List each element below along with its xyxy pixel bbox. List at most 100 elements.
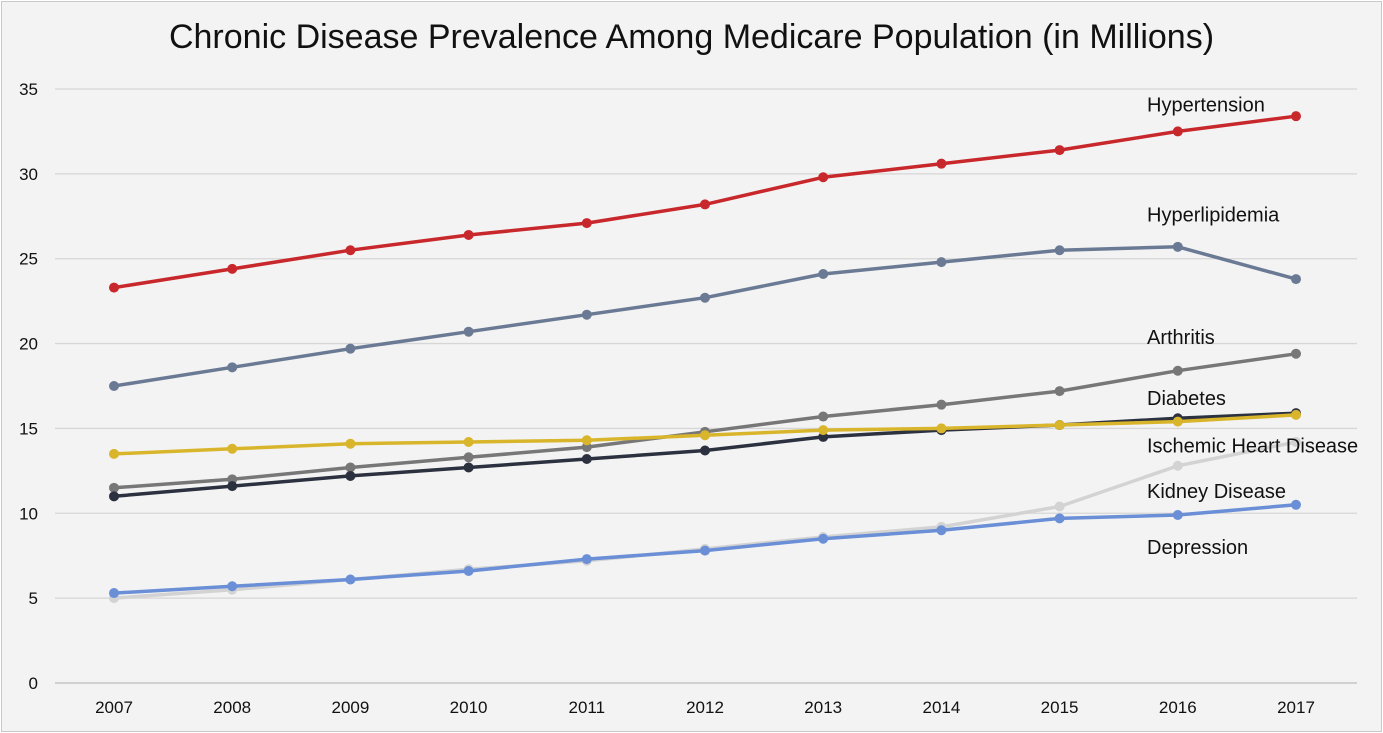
series-label-diabetes: Diabetes bbox=[1147, 388, 1226, 410]
data-point-hypertension-2015 bbox=[1054, 145, 1065, 156]
data-point-hyperlipidemia-2014 bbox=[936, 257, 947, 268]
series-labels: Hypertension Hyperlipidemia Arthritis Diabe… bbox=[1147, 94, 1358, 559]
data-point-depression-2009 bbox=[345, 574, 356, 585]
x-tick-label-2016: 2016 bbox=[1159, 698, 1197, 717]
data-point-ischemic-heart-disease-2007 bbox=[109, 491, 119, 502]
data-point-ischemic-heart-disease-2009 bbox=[345, 470, 356, 481]
x-axis-ticks: 2007 2008 2009 2010 2011 2012 2013 2014 2015 2016… bbox=[95, 698, 1315, 717]
data-point-hypertension-2011 bbox=[581, 218, 592, 229]
data-point-hypertension-2014 bbox=[936, 158, 947, 169]
y-tick-label-10: 10 bbox=[19, 504, 38, 523]
data-point-hyperlipidemia-2013 bbox=[818, 268, 829, 279]
series-label-hyperlipidemia: Hyperlipidemia bbox=[1147, 205, 1280, 227]
data-point-diabetes-2014 bbox=[936, 423, 947, 434]
data-point-depression-2012 bbox=[700, 545, 710, 556]
series-line-kidney-disease bbox=[112, 440, 1298, 600]
y-axis-ticks: 0 5 10 15 20 25 30 35 bbox=[19, 80, 38, 693]
y-tick-label-20: 20 bbox=[19, 335, 38, 354]
x-tick-label-2011: 2011 bbox=[569, 698, 606, 717]
data-point-kidney-disease-2016 bbox=[1172, 460, 1183, 471]
data-point-diabetes-2010 bbox=[463, 437, 474, 448]
data-point-arthritis-2009 bbox=[345, 462, 356, 473]
data-point-hypertension-2010 bbox=[463, 229, 474, 240]
data-point-depression-2011 bbox=[581, 554, 592, 565]
data-point-ischemic-heart-disease-2012 bbox=[700, 445, 710, 456]
data-point-diabetes-2015 bbox=[1054, 420, 1065, 431]
x-tick-label-2015: 2015 bbox=[1041, 698, 1079, 717]
x-tick-label-2007: 2007 bbox=[95, 698, 133, 717]
data-point-ischemic-heart-disease-2010 bbox=[463, 462, 474, 473]
data-point-depression-2008 bbox=[227, 581, 238, 592]
x-tick-label-2017: 2017 bbox=[1277, 698, 1315, 717]
data-point-hyperlipidemia-2008 bbox=[227, 362, 238, 373]
data-point-hypertension-2013 bbox=[818, 172, 829, 183]
x-tick-label-2008: 2008 bbox=[213, 698, 251, 717]
data-point-hyperlipidemia-2012 bbox=[700, 292, 710, 303]
x-tick-label-2010: 2010 bbox=[450, 698, 488, 717]
data-point-hypertension-2009 bbox=[345, 245, 356, 256]
data-point-depression-2014 bbox=[936, 525, 947, 536]
series-label-ischemic-heart-disease: Ischemic Heart Disease bbox=[1147, 435, 1358, 457]
y-tick-label-5: 5 bbox=[29, 589, 38, 608]
series-diabetes bbox=[109, 409, 1301, 459]
data-point-hyperlipidemia-2017 bbox=[1291, 274, 1301, 285]
data-point-arthritis-2010 bbox=[463, 452, 474, 463]
series-label-depression: Depression bbox=[1147, 537, 1248, 559]
data-point-arthritis-2017 bbox=[1291, 348, 1301, 359]
data-point-diabetes-2011 bbox=[581, 435, 592, 446]
data-point-hyperlipidemia-2016 bbox=[1172, 241, 1183, 252]
data-point-hypertension-2007 bbox=[109, 282, 119, 293]
y-tick-label-15: 15 bbox=[19, 419, 38, 438]
data-point-diabetes-2017 bbox=[1291, 409, 1301, 420]
data-point-hypertension-2017 bbox=[1291, 111, 1301, 122]
data-point-diabetes-2009 bbox=[345, 438, 356, 449]
data-point-hypertension-2008 bbox=[227, 263, 238, 274]
y-tick-label-25: 25 bbox=[19, 250, 38, 269]
data-point-diabetes-2016 bbox=[1172, 416, 1183, 427]
data-point-depression-2017 bbox=[1291, 499, 1301, 510]
y-tick-label-30: 30 bbox=[19, 165, 38, 184]
x-tick-label-2014: 2014 bbox=[922, 698, 960, 717]
data-point-hyperlipidemia-2009 bbox=[345, 343, 356, 354]
series-label-arthritis: Arthritis bbox=[1147, 327, 1215, 349]
data-point-depression-2013 bbox=[818, 533, 829, 544]
series-line-hyperlipidemia bbox=[112, 245, 1298, 388]
series-label-kidney-disease: Kidney Disease bbox=[1147, 481, 1286, 503]
data-point-diabetes-2013 bbox=[818, 425, 829, 436]
x-tick-label-2013: 2013 bbox=[804, 698, 842, 717]
y-tick-label-35: 35 bbox=[19, 80, 38, 99]
series-kidney-disease bbox=[109, 437, 1301, 604]
x-tick-label-2009: 2009 bbox=[331, 698, 369, 717]
y-tick-label-0: 0 bbox=[29, 674, 38, 693]
data-point-depression-2010 bbox=[463, 565, 474, 576]
data-point-depression-2007 bbox=[109, 588, 119, 599]
series-lines bbox=[109, 111, 1301, 604]
data-point-diabetes-2012 bbox=[700, 430, 710, 441]
gridlines bbox=[55, 88, 1357, 684]
data-point-depression-2015 bbox=[1054, 513, 1065, 524]
data-point-hyperlipidemia-2011 bbox=[581, 309, 592, 320]
data-point-ischemic-heart-disease-2011 bbox=[581, 453, 592, 464]
chart-title: Chronic Disease Prevalence Among Medicar… bbox=[168, 18, 1215, 56]
data-point-hyperlipidemia-2007 bbox=[109, 381, 119, 391]
data-point-hyperlipidemia-2015 bbox=[1054, 245, 1065, 256]
x-tick-label-2012: 2012 bbox=[686, 698, 724, 717]
data-point-depression-2016 bbox=[1172, 509, 1183, 520]
data-point-hypertension-2016 bbox=[1172, 126, 1183, 137]
series-hyperlipidemia bbox=[109, 241, 1301, 391]
data-point-arthritis-2013 bbox=[818, 411, 829, 422]
data-point-hypertension-2012 bbox=[700, 199, 710, 210]
data-point-hyperlipidemia-2010 bbox=[463, 326, 474, 337]
data-point-arthritis-2016 bbox=[1172, 365, 1183, 376]
data-point-kidney-disease-2017 bbox=[1291, 437, 1301, 448]
data-point-diabetes-2008 bbox=[227, 443, 238, 454]
data-point-arthritis-2015 bbox=[1054, 386, 1065, 397]
data-point-kidney-disease-2015 bbox=[1054, 501, 1065, 512]
series-label-hypertension: Hypertension bbox=[1147, 94, 1265, 116]
data-point-ischemic-heart-disease-2008 bbox=[227, 481, 238, 492]
data-point-diabetes-2007 bbox=[109, 448, 119, 459]
series-hypertension bbox=[109, 111, 1301, 293]
series-depression bbox=[109, 499, 1301, 599]
data-point-arthritis-2014 bbox=[936, 399, 947, 410]
